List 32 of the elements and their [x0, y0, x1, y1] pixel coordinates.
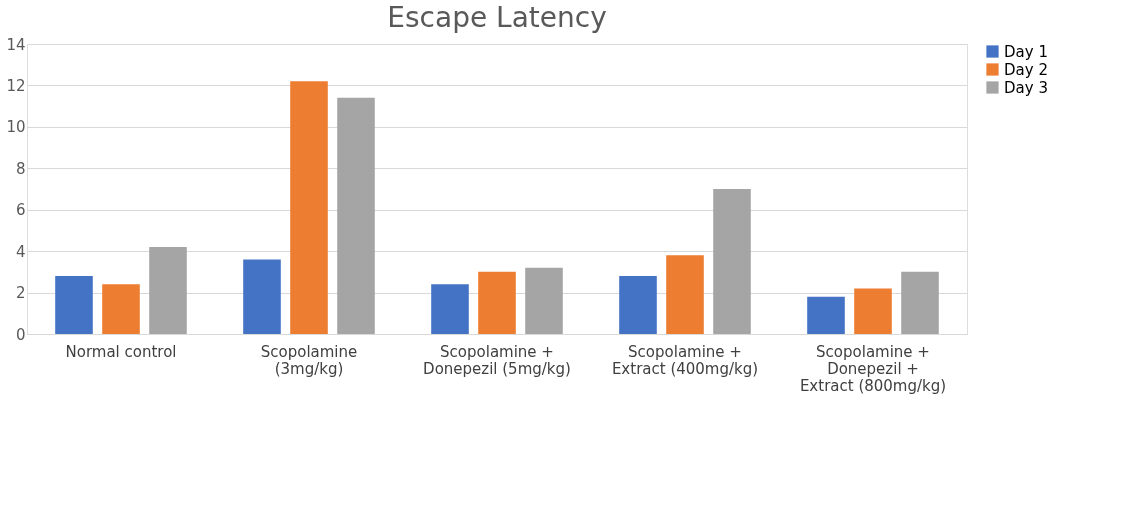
bar [901, 271, 939, 334]
y-tick-label: 6 [15, 201, 26, 220]
bar [55, 276, 93, 334]
bar [619, 276, 657, 334]
y-tick-label: 2 [15, 284, 26, 303]
x-tick-label: Scopolamine (3mg/kg) [260, 342, 358, 378]
bar [713, 189, 751, 334]
bar [243, 259, 281, 334]
legend-label: Day 2 [1004, 60, 1048, 79]
bar [431, 284, 469, 334]
y-tick-label: 12 [6, 76, 26, 95]
bar [666, 255, 704, 334]
chart-title: Escape Latency [387, 1, 607, 34]
x-tick-label: Scopolamine + Extract (400mg/kg) [611, 342, 759, 378]
x-tick-label: Scopolamine + Donepezil (5mg/kg) [423, 342, 571, 378]
bar [854, 288, 892, 334]
bar [525, 267, 563, 334]
legend-label: Day 1 [1004, 42, 1048, 61]
legend-label: Day 3 [1004, 78, 1048, 97]
y-tick-label: 4 [15, 242, 26, 261]
bar [807, 296, 845, 334]
bar [102, 284, 140, 334]
bar [149, 247, 187, 334]
bar [337, 97, 375, 334]
bar [290, 81, 328, 334]
y-tick-label: 8 [15, 159, 26, 178]
x-tick-label: Normal control [65, 342, 177, 361]
y-tick-label: 14 [6, 35, 26, 54]
x-tick-label: Scopolamine + Donepezil + Extract (800mg/kg) [799, 342, 947, 395]
bar [478, 271, 516, 334]
y-tick-label: 0 [15, 325, 26, 344]
y-tick-label: 10 [6, 118, 26, 137]
